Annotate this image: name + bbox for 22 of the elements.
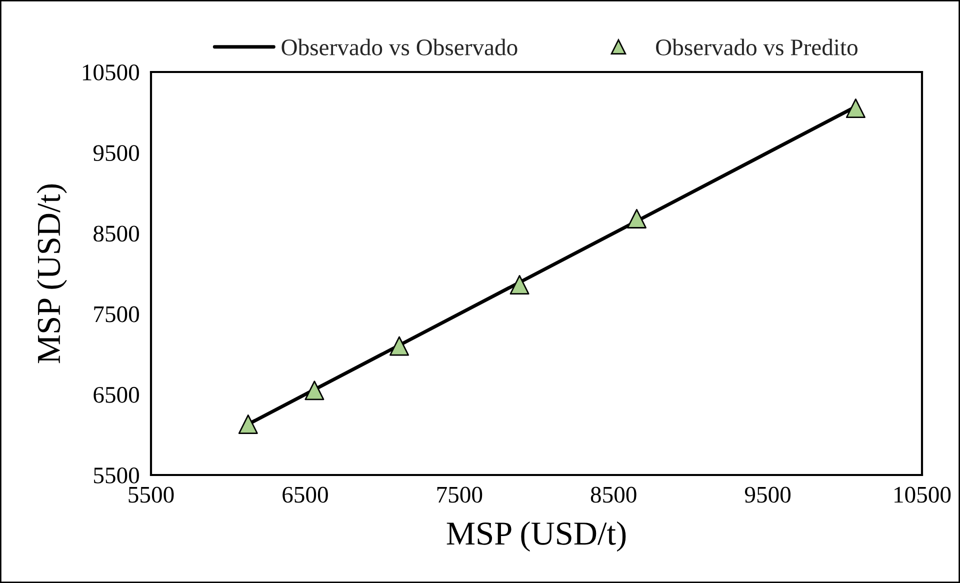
x-tick-label: 10500 [894,486,951,503]
point [238,414,258,434]
point [390,336,410,356]
x-axis-title: MSP (USD/t) [446,521,626,552]
point [626,208,646,228]
x-tick-label: 9500 [744,486,791,503]
y-tick-label: 7500 [94,306,139,322]
point [304,380,324,400]
point [510,275,530,295]
legend-label: Observado vs Predito [656,38,858,56]
point [846,98,866,118]
y-tick-label: 10500 [82,64,139,80]
y-tick-label: 8500 [94,226,139,242]
x-tick-label: 8500 [590,486,636,503]
legend-label: Observado vs Observado [282,38,518,56]
x-tick-label: 7500 [437,486,482,503]
y-axis-title: MSP (USD/t) [36,184,67,364]
x-tick-label: 5500 [128,486,174,503]
x-tick-label: 6500 [282,486,328,503]
y-tick-label: 5500 [94,467,139,484]
y-tick-label: 6500 [94,386,139,403]
y-tick-label: 9500 [93,145,139,162]
